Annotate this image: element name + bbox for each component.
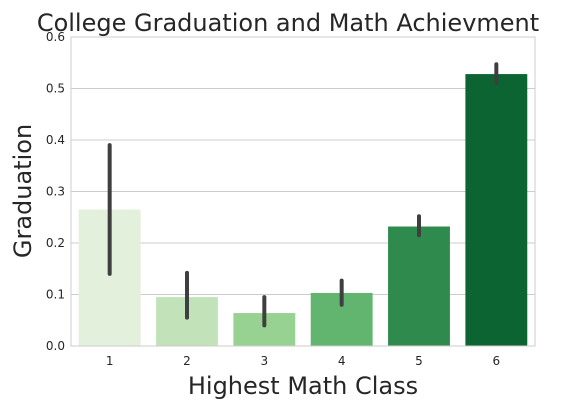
x-tick-label: 3 [261,354,269,368]
y-tick-label: 0.2 [46,236,65,250]
gridlines [71,88,535,295]
x-axis-title: Highest Math Class [188,372,418,400]
x-tick-label: 4 [338,354,346,368]
x-tick-label: 2 [183,354,191,368]
y-tick-label: 0.0 [46,339,65,353]
chart-title: College Graduation and Math Achievment [37,9,539,37]
plot-frame [70,36,536,347]
x-tick-labels: 1 2 3 4 5 6 [106,354,500,368]
bar-6 [465,74,528,346]
y-tick-label: 0.4 [46,133,65,147]
x-tick-label: 5 [415,354,423,368]
y-tick-label: 0.5 [46,82,65,96]
x-tick-label: 6 [493,354,501,368]
bars [78,74,528,346]
y-tick-label: 0.1 [46,288,65,302]
bar-5 [388,226,450,346]
y-tick-label: 0.6 [46,30,65,44]
y-tick-label: 0.3 [46,185,65,199]
y-tick-labels: 0.0 0.1 0.2 0.3 0.4 0.5 0.6 [46,30,65,353]
y-axis-title: Graduation [9,124,37,258]
error-bars [107,62,499,328]
x-tick-label: 1 [106,354,114,368]
